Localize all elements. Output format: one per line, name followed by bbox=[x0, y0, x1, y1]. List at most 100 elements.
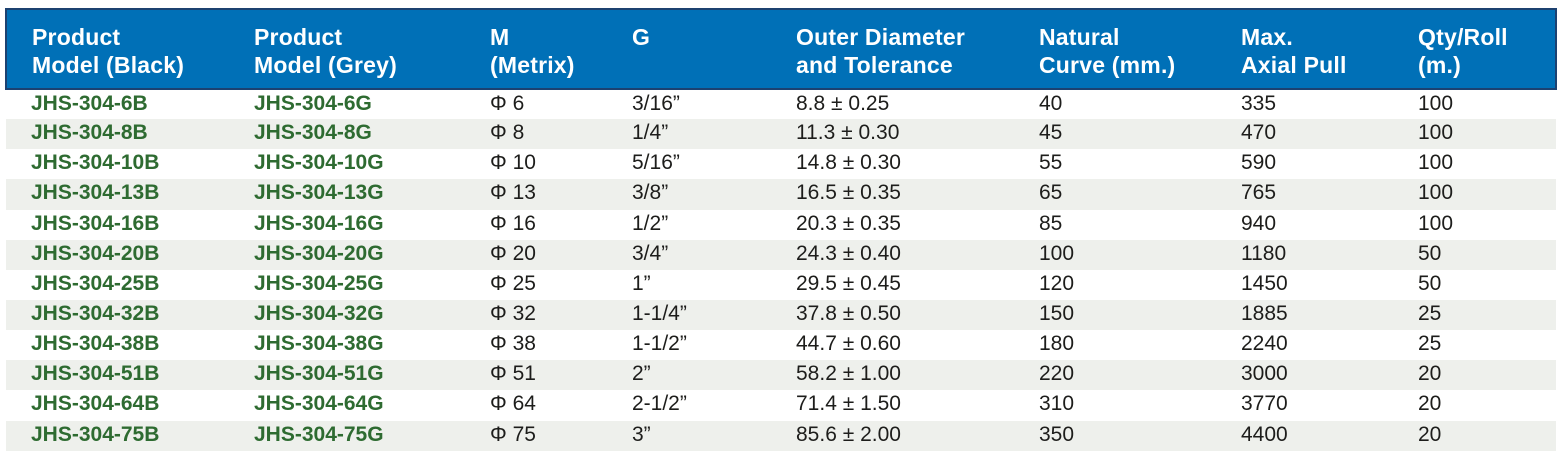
cell-max-axial-pull: 3770 bbox=[1241, 392, 1288, 416]
cell-qty-roll: 20 bbox=[1418, 362, 1442, 386]
cell-outer-diameter: 37.8 ± 0.50 bbox=[796, 302, 901, 326]
cell-qty-roll: 50 bbox=[1418, 271, 1442, 295]
product-spec-table: Product Model (Black) Product Model (Gre… bbox=[5, 8, 1557, 451]
cell-model-black: JHS-304-16B bbox=[31, 211, 160, 235]
cell-g: 1-1/2” bbox=[632, 332, 687, 356]
cell-model-black: JHS-304-25B bbox=[31, 271, 160, 295]
table-row: JHS-304-51B JHS-304-51G Φ 51 2” 58.2 ± 1.00 2… bbox=[6, 360, 1556, 391]
cell-outer-diameter: 24.3 ± 0.40 bbox=[796, 241, 901, 265]
cell-max-axial-pull: 940 bbox=[1241, 211, 1277, 235]
cell-max-axial-pull: 335 bbox=[1241, 91, 1277, 115]
cell-m-metrix: Φ 8 bbox=[490, 121, 525, 145]
cell-max-axial-pull: 3000 bbox=[1241, 362, 1288, 386]
cell-model-black: JHS-304-10B bbox=[31, 151, 160, 175]
cell-natural-curve: 40 bbox=[1039, 91, 1063, 115]
cell-natural-curve: 180 bbox=[1039, 332, 1075, 356]
cell-model-grey: JHS-304-75G bbox=[254, 422, 384, 446]
cell-natural-curve: 100 bbox=[1039, 241, 1075, 265]
column-header-model-black: Product Model (Black) bbox=[5, 8, 229, 90]
table-row: JHS-304-6B JHS-304-6G Φ 6 3/16” 8.8 ± 0.25 40… bbox=[6, 89, 1556, 120]
cell-natural-curve: 310 bbox=[1039, 392, 1075, 416]
cell-model-black: JHS-304-51B bbox=[31, 362, 160, 386]
cell-natural-curve: 120 bbox=[1039, 271, 1075, 295]
column-header-natural-curve: Natural Curve (mm.) bbox=[1014, 8, 1216, 90]
cell-model-black: JHS-304-6B bbox=[31, 91, 148, 115]
cell-qty-roll: 100 bbox=[1418, 121, 1454, 145]
cell-m-metrix: Φ 13 bbox=[490, 181, 536, 205]
cell-model-black: JHS-304-8B bbox=[31, 121, 148, 145]
cell-model-grey: JHS-304-32G bbox=[254, 302, 384, 326]
cell-g: 2” bbox=[632, 362, 651, 386]
cell-outer-diameter: 85.6 ± 2.00 bbox=[796, 422, 901, 446]
cell-g: 3/16” bbox=[632, 91, 680, 115]
cell-natural-curve: 350 bbox=[1039, 422, 1075, 446]
cell-g: 5/16” bbox=[632, 151, 680, 175]
cell-model-black: JHS-304-38B bbox=[31, 332, 160, 356]
cell-g: 1/4” bbox=[632, 121, 669, 145]
cell-model-grey: JHS-304-64G bbox=[254, 392, 384, 416]
cell-qty-roll: 100 bbox=[1418, 181, 1454, 205]
table-row: JHS-304-16B JHS-304-16G Φ 16 1/2” 20.3 ± 0.3… bbox=[6, 209, 1556, 240]
cell-outer-diameter: 58.2 ± 1.00 bbox=[796, 362, 901, 386]
table-row: JHS-304-64B JHS-304-64G Φ 64 2-1/2” 71.4 ± 1… bbox=[6, 390, 1556, 421]
table-row: JHS-304-10B JHS-304-10G Φ 10 5/16” 14.8 ± 0.… bbox=[6, 149, 1556, 180]
cell-qty-roll: 100 bbox=[1418, 91, 1454, 115]
cell-model-black: JHS-304-75B bbox=[31, 422, 160, 446]
table-row: JHS-304-75B JHS-304-75G Φ 75 3” 85.6 ± 2.00 3… bbox=[6, 420, 1556, 451]
cell-natural-curve: 55 bbox=[1039, 151, 1063, 175]
cell-m-metrix: Φ 25 bbox=[490, 271, 536, 295]
cell-model-black: JHS-304-32B bbox=[31, 302, 160, 326]
cell-natural-curve: 220 bbox=[1039, 362, 1075, 386]
cell-g: 3” bbox=[632, 422, 651, 446]
cell-model-grey: JHS-304-16G bbox=[254, 211, 384, 235]
cell-outer-diameter: 16.5 ± 0.35 bbox=[796, 181, 901, 205]
cell-model-grey: JHS-304-8G bbox=[254, 121, 372, 145]
cell-model-grey: JHS-304-6G bbox=[254, 91, 372, 115]
table-row: JHS-304-13B JHS-304-13G Φ 13 3/8” 16.5 ± 0.3… bbox=[6, 179, 1556, 210]
cell-natural-curve: 85 bbox=[1039, 211, 1063, 235]
cell-g: 3/8” bbox=[632, 181, 669, 205]
table-row: JHS-304-8B JHS-304-8G Φ 8 1/4” 11.3 ± 0.30 45… bbox=[6, 119, 1556, 150]
column-header-qty-roll: Qty/Roll (m.) bbox=[1393, 8, 1557, 90]
cell-max-axial-pull: 470 bbox=[1241, 121, 1277, 145]
cell-max-axial-pull: 1450 bbox=[1241, 271, 1288, 295]
cell-m-metrix: Φ 64 bbox=[490, 392, 536, 416]
table-header: Product Model (Black) Product Model (Gre… bbox=[5, 8, 1557, 90]
cell-natural-curve: 150 bbox=[1039, 302, 1075, 326]
cell-model-black: JHS-304-13B bbox=[31, 181, 160, 205]
cell-qty-roll: 25 bbox=[1418, 332, 1442, 356]
cell-m-metrix: Φ 32 bbox=[490, 302, 536, 326]
cell-m-metrix: Φ 75 bbox=[490, 422, 536, 446]
cell-g: 2-1/2” bbox=[632, 392, 687, 416]
cell-g: 1-1/4” bbox=[632, 302, 687, 326]
column-header-outer-diameter: Outer Diameter and Tolerance bbox=[771, 8, 1014, 90]
cell-model-grey: JHS-304-38G bbox=[254, 332, 384, 356]
cell-outer-diameter: 8.8 ± 0.25 bbox=[796, 91, 890, 115]
cell-m-metrix: Φ 10 bbox=[490, 151, 536, 175]
cell-max-axial-pull: 1885 bbox=[1241, 302, 1288, 326]
cell-qty-roll: 20 bbox=[1418, 422, 1442, 446]
column-header-max-axial-pull: Max. Axial Pull bbox=[1216, 8, 1393, 90]
column-header-m-metrix: M (Metrix) bbox=[465, 8, 607, 90]
cell-max-axial-pull: 2240 bbox=[1241, 332, 1288, 356]
table-row: JHS-304-25B JHS-304-25G Φ 25 1” 29.5 ± 0.45 1… bbox=[6, 269, 1556, 300]
cell-outer-diameter: 44.7 ± 0.60 bbox=[796, 332, 901, 356]
cell-max-axial-pull: 1180 bbox=[1241, 241, 1287, 265]
table-body: JHS-304-6B JHS-304-6G Φ 6 3/16” 8.8 ± 0.25 40… bbox=[6, 89, 1556, 451]
column-header-g: G bbox=[607, 8, 771, 90]
cell-outer-diameter: 11.3 ± 0.30 bbox=[796, 121, 900, 145]
cell-model-grey: JHS-304-51G bbox=[254, 362, 384, 386]
cell-max-axial-pull: 590 bbox=[1241, 151, 1277, 175]
cell-model-grey: JHS-304-10G bbox=[254, 151, 384, 175]
cell-outer-diameter: 29.5 ± 0.45 bbox=[796, 271, 901, 295]
cell-m-metrix: Φ 16 bbox=[490, 211, 536, 235]
cell-model-black: JHS-304-64B bbox=[31, 392, 160, 416]
cell-model-grey: JHS-304-20G bbox=[254, 241, 384, 265]
cell-g: 3/4” bbox=[632, 241, 669, 265]
cell-qty-roll: 50 bbox=[1418, 241, 1442, 265]
cell-qty-roll: 25 bbox=[1418, 302, 1442, 326]
header-row: Product Model (Black) Product Model (Gre… bbox=[5, 8, 1557, 90]
table-row: JHS-304-32B JHS-304-32G Φ 32 1-1/4” 37.8 ± 0… bbox=[6, 299, 1556, 331]
cell-natural-curve: 45 bbox=[1039, 121, 1063, 145]
cell-g: 1/2” bbox=[632, 211, 669, 235]
